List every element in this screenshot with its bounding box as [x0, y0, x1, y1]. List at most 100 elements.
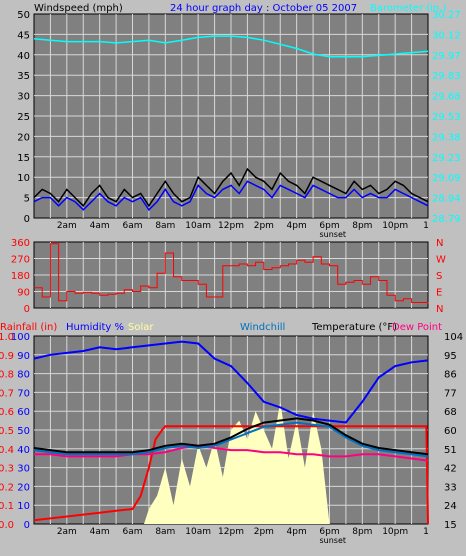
dewpoint-axis-label: Dew Point [392, 322, 442, 333]
direction-degree-tick-label: 0 [24, 304, 30, 315]
humidity-axis-label: Humidity % [66, 322, 124, 333]
humidity-tick-label: 0 [24, 520, 30, 531]
direction-compass-tick-label: N [436, 304, 443, 315]
time-tick-label: 2pm [254, 527, 274, 537]
time-tick-label-end: 1 [423, 221, 429, 231]
temperature-tick-label: 95 [444, 351, 457, 362]
windspeed-tick-label: 20 [17, 132, 30, 143]
humidity-tick-label: 100 [11, 332, 30, 343]
windspeed-line [33, 167, 429, 208]
time-tick-label: 10am [185, 221, 211, 231]
wind-direction-line [34, 243, 429, 304]
time-tick-label: 2pm [254, 221, 274, 231]
barometer-tick-label: 29.23 [432, 153, 461, 164]
time-tick-label: 4am [90, 221, 110, 231]
barometer-tick-label: 28.94 [432, 194, 461, 205]
windspeed-tick-label: 15 [17, 153, 30, 164]
rainfall-tick-label: 0.2 [0, 482, 14, 493]
sunset-label: sunset [320, 230, 347, 239]
dewpoint-line [34, 444, 429, 462]
windspeed-axis-label: Windspeed (mph) [34, 3, 123, 14]
temperature-tick-label: 33 [444, 482, 457, 493]
humidity-tick-label: 20 [17, 482, 30, 493]
barometer-axis-label: Barometer (in.) [370, 3, 446, 14]
rainfall-tick-label: 0.6 [0, 407, 14, 418]
direction-degree-tick-label: 360 [11, 238, 30, 249]
direction-degree-tick-label: 90 [17, 288, 30, 299]
direction-degree-tick-label: 270 [11, 255, 30, 266]
windspeed-tick-label: 10 [17, 173, 30, 184]
humidity-tick-label: 30 [17, 464, 30, 475]
rainfall-axis-label: Rainfall (in) [0, 322, 57, 333]
windspeed-tick-label: 0 [24, 214, 30, 225]
windspeed-tick-label: 50 [17, 10, 30, 21]
time-tick-label: 4pm [287, 221, 307, 231]
barometer-tick-label: 28.79 [432, 214, 461, 225]
chart-title: 24 hour graph day : October 05 2007 [170, 3, 357, 14]
windspeed-tick-label: 35 [17, 71, 30, 82]
windchill-line [33, 421, 429, 458]
rainfall-tick-label: 0.9 [0, 351, 14, 362]
humidity-tick-label: 90 [17, 351, 30, 362]
rainfall-tick-label: 0.3 [0, 464, 14, 475]
time-tick-label: 10pm [382, 221, 408, 231]
rainfall-tick-label: 0.4 [0, 445, 14, 456]
barometer-tick-label: 29.83 [432, 71, 461, 82]
barometer-line [33, 35, 429, 58]
windspeed-tick-label: 45 [17, 30, 30, 41]
barometer-tick-label: 29.97 [432, 51, 461, 62]
barometer-tick-label: 30.27 [432, 10, 461, 21]
windspeed-tick-label: 30 [17, 92, 30, 103]
rainfall-tick-label: 1.0 [0, 332, 14, 343]
time-tick-label: 12pm [218, 527, 244, 537]
humidity-tick-label: 40 [17, 445, 30, 456]
humidity-tick-label: 10 [17, 501, 30, 512]
humidity-tick-label: 60 [17, 407, 30, 418]
temperature-tick-label: 68 [444, 407, 457, 418]
temperature-tick-label: 86 [444, 370, 457, 381]
rainfall-tick-label: 0.7 [0, 388, 14, 399]
barometer-tick-label: 29.09 [432, 173, 461, 184]
humidity-line [33, 340, 429, 424]
humidity-tick-label: 70 [17, 388, 30, 399]
time-tick-label: 6am [122, 527, 142, 537]
barometer-tick-label: 29.38 [432, 132, 461, 143]
rainfall-tick-label: 0.0 [0, 520, 14, 531]
time-tick-label-end: 1 [423, 527, 429, 537]
barometer-tick-label: 29.68 [432, 92, 461, 103]
direction-compass-tick-label: N [436, 238, 443, 249]
temperature-tick-label: 77 [444, 388, 457, 399]
time-tick-label: 8pm [352, 527, 372, 537]
time-tick-label: 12pm [218, 221, 244, 231]
rainfall-tick-label: 0.1 [0, 501, 14, 512]
rainfall-tick-label: 0.8 [0, 370, 14, 381]
average-wind-line [33, 180, 429, 211]
time-tick-label: 8am [155, 527, 175, 537]
windspeed-tick-label: 40 [17, 51, 30, 62]
time-tick-label: 2am [57, 527, 77, 537]
windspeed-tick-label: 5 [24, 194, 30, 205]
direction-degree-tick-label: 180 [11, 271, 30, 282]
time-tick-label: 2am [57, 221, 77, 231]
time-tick-label: 10am [185, 527, 211, 537]
barometer-tick-label: 30.12 [432, 30, 461, 41]
windspeed-tick-label: 25 [17, 112, 30, 123]
temperature-line [33, 417, 429, 456]
direction-compass-tick-label: E [436, 288, 442, 299]
temperature-tick-label: 15 [444, 520, 457, 531]
rainfall-line [33, 425, 429, 525]
time-tick-label: 10pm [382, 527, 408, 537]
time-tick-label: 6pm [319, 527, 339, 537]
time-tick-label: 6am [122, 221, 142, 231]
time-tick-label: 4pm [287, 527, 307, 537]
humidity-tick-label: 50 [17, 426, 30, 437]
temperature-tick-label: 51 [444, 445, 457, 456]
temperature-tick-label: 104 [444, 332, 463, 343]
windchill-axis-label: Windchill [240, 322, 285, 333]
direction-compass-tick-label: S [436, 271, 442, 282]
rainfall-tick-label: 0.5 [0, 426, 14, 437]
solar-axis-label: Solar [128, 322, 154, 333]
time-tick-label: 4am [90, 527, 110, 537]
time-tick-label: 6pm [319, 221, 339, 231]
